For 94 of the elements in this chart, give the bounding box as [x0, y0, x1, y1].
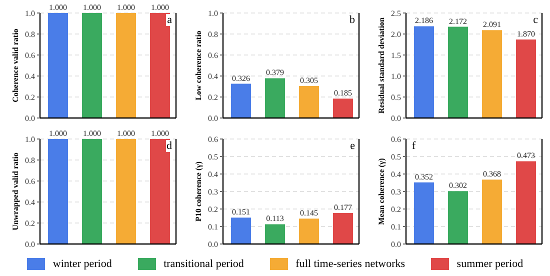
y-axis-title: Residual standard deviation [376, 16, 386, 114]
y-tick-label: 0.0 [391, 240, 401, 249]
y-tick-label: 0.6 [25, 176, 35, 186]
y-axis-title: P10 coherence (γ) [194, 161, 203, 222]
y-tick-label: 0.6 [25, 50, 35, 60]
y-tick-label: 0.8 [25, 156, 35, 165]
data-label: 0.379 [266, 68, 284, 78]
y-axis-title: Coherence valid ratio [10, 28, 20, 102]
annotation: b [348, 14, 356, 26]
y-tick-label: 0.4 [208, 72, 218, 81]
data-label: 1.000 [151, 3, 169, 12]
data-label: 2.091 [483, 20, 501, 30]
data-label: 0.302 [449, 181, 467, 190]
data-label: 2.186 [415, 16, 433, 26]
y-tick-label: 0.5 [391, 152, 401, 162]
y-tick-label: 0.8 [25, 30, 35, 39]
data-label: 1.000 [83, 3, 101, 12]
y-tick-label: 2.5 [391, 8, 401, 18]
y-tick-label: 0.2 [208, 204, 218, 214]
annotation: c [532, 14, 539, 26]
y-tick-label: 0.0 [391, 114, 401, 123]
data-label: 0.177 [334, 203, 352, 212]
legend-label: full time-series networks [296, 258, 406, 270]
y-tick-label: 0.1 [208, 222, 218, 232]
data-label: 2.172 [449, 16, 467, 26]
data-label: 0.151 [232, 208, 250, 217]
bar [299, 218, 319, 244]
y-tick-label: 0.2 [208, 92, 218, 102]
y-tick-label: 0.8 [208, 30, 218, 39]
annotation: f [411, 140, 417, 152]
data-label: 1.000 [83, 129, 101, 138]
y-tick-label: 0.0 [25, 240, 35, 249]
y-tick-label: 0.3 [391, 187, 401, 196]
bar [482, 30, 502, 118]
y-tick-label: 0.3 [208, 187, 218, 196]
bar [482, 180, 502, 244]
annotation: d [166, 140, 173, 152]
y-tick-label: 2.0 [391, 30, 401, 39]
y-tick-label: 0.5 [391, 92, 401, 102]
y-axis-title: Low coherence ratio [194, 30, 203, 100]
legend-label: summer period [456, 258, 524, 270]
bar [414, 182, 434, 244]
data-label: 0.185 [334, 88, 352, 98]
data-label: 1.000 [117, 129, 135, 138]
bar [448, 26, 468, 118]
data-label: 0.352 [415, 172, 433, 182]
y-tick-label: 0.5 [208, 152, 218, 162]
bar [448, 191, 468, 244]
y-tick-label: 0.6 [391, 134, 401, 144]
y-tick-label: 0.6 [208, 50, 218, 60]
data-label: 0.305 [300, 76, 318, 85]
y-tick-label: 1.0 [25, 134, 35, 144]
bar [265, 78, 285, 118]
y-tick-label: 1.0 [208, 8, 218, 18]
data-label: 0.368 [483, 170, 501, 179]
data-label: 1.000 [49, 129, 67, 138]
y-axis-title: Unwrapped valid ratio [10, 152, 20, 230]
y-tick-label: 0.4 [25, 72, 35, 81]
data-label: 1.000 [151, 129, 169, 138]
y-tick-label: 0.0 [25, 114, 35, 123]
y-tick-label: 0.0 [208, 240, 218, 249]
y-tick-label: 0.2 [25, 218, 35, 228]
data-label: 0.326 [232, 74, 250, 83]
annotation: e [349, 140, 356, 152]
y-tick-label: 0.4 [208, 170, 218, 179]
y-tick-label: 0.2 [25, 92, 35, 102]
y-tick-label: 0.4 [391, 170, 401, 179]
y-tick-label: 0.1 [391, 222, 401, 232]
y-tick-label: 0.2 [391, 204, 401, 214]
data-label: 1.870 [517, 29, 535, 38]
y-tick-label: 0.4 [25, 198, 35, 207]
y-tick-label: 1.5 [391, 50, 401, 60]
bar [516, 39, 536, 118]
bar [265, 224, 285, 244]
annotation: a [166, 14, 173, 26]
legend-label: transitional period [164, 258, 244, 270]
y-axis-title: Mean coherence (γ) [376, 158, 386, 225]
bar [299, 86, 319, 118]
bar [414, 26, 434, 118]
data-label: 1.000 [49, 3, 67, 12]
bar [333, 98, 353, 118]
y-tick-label: 1.0 [25, 8, 35, 18]
y-tick-label: 0.6 [208, 134, 218, 144]
data-label: 0.473 [517, 151, 535, 160]
data-label: 0.113 [266, 214, 284, 224]
bar [231, 218, 251, 244]
legend-label: winter period [52, 258, 112, 270]
data-label: 1.000 [117, 3, 135, 12]
bar [333, 213, 353, 244]
y-tick-label: 0.0 [208, 114, 218, 123]
bar [231, 84, 251, 118]
bar [516, 161, 536, 244]
data-label: 0.145 [300, 208, 318, 218]
y-tick-label: 1.0 [391, 72, 401, 81]
